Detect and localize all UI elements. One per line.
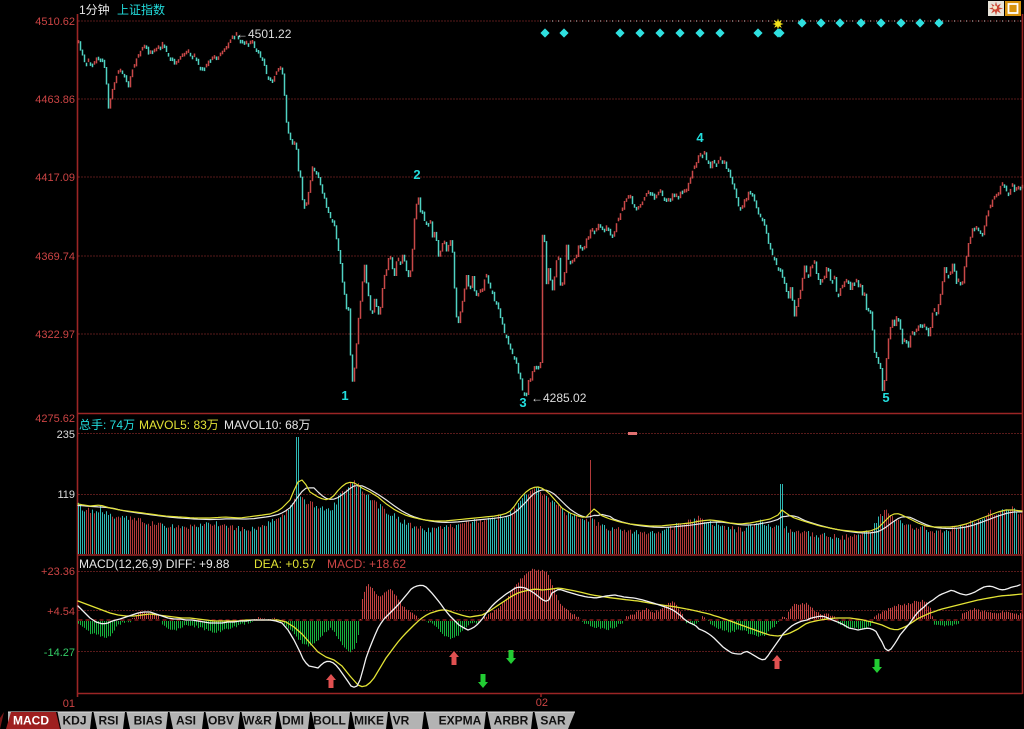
svg-text:KDJ: KDJ bbox=[62, 714, 86, 728]
svg-text:5: 5 bbox=[882, 390, 889, 405]
svg-text:总手: 74万: 总手: 74万 bbox=[79, 418, 135, 432]
svg-text:4275.62: 4275.62 bbox=[35, 413, 75, 425]
svg-text:MACD: MACD bbox=[13, 714, 49, 728]
svg-text:VR: VR bbox=[393, 714, 410, 728]
svg-text:EXPMA: EXPMA bbox=[439, 714, 482, 728]
svg-text:MAVOL10: 68万: MAVOL10: 68万 bbox=[224, 418, 311, 432]
svg-text:MACD: +18.62: MACD: +18.62 bbox=[327, 557, 406, 571]
svg-text:SAR: SAR bbox=[540, 714, 566, 728]
svg-text:01: 01 bbox=[63, 698, 75, 710]
svg-text:OBV: OBV bbox=[208, 714, 234, 728]
svg-text:MACD(12,26,9) DIFF: +9.88: MACD(12,26,9) DIFF: +9.88 bbox=[79, 557, 230, 571]
svg-text:上证指数: 上证指数 bbox=[117, 2, 165, 17]
svg-text:BOLL: BOLL bbox=[313, 714, 346, 728]
svg-text:4417.09: 4417.09 bbox=[35, 172, 75, 184]
svg-text:02: 02 bbox=[536, 697, 548, 709]
svg-text:4510.62: 4510.62 bbox=[35, 16, 75, 28]
svg-text:←4501.22: ←4501.22 bbox=[236, 27, 292, 41]
svg-text:DMI: DMI bbox=[282, 714, 304, 728]
svg-text:+4.54: +4.54 bbox=[47, 606, 75, 618]
svg-text:ASI: ASI bbox=[176, 714, 196, 728]
svg-text:MIKE: MIKE bbox=[354, 714, 384, 728]
svg-text:4369.74: 4369.74 bbox=[35, 251, 75, 263]
svg-text:DEA: +0.57: DEA: +0.57 bbox=[254, 557, 316, 571]
svg-text:W&R: W&R bbox=[243, 714, 272, 728]
svg-text:119: 119 bbox=[57, 489, 75, 501]
svg-text:4463.86: 4463.86 bbox=[35, 94, 75, 106]
svg-text:235: 235 bbox=[57, 429, 75, 441]
svg-text:3: 3 bbox=[519, 395, 526, 410]
svg-text:RSI: RSI bbox=[98, 714, 118, 728]
svg-text:BIAS: BIAS bbox=[134, 714, 163, 728]
svg-text:1分钟: 1分钟 bbox=[79, 2, 110, 17]
svg-text:4: 4 bbox=[696, 130, 704, 145]
svg-text:4322.97: 4322.97 bbox=[35, 329, 75, 341]
svg-text:-14.27: -14.27 bbox=[44, 647, 75, 659]
svg-text:+23.36: +23.36 bbox=[41, 566, 75, 578]
svg-text:←4285.02: ←4285.02 bbox=[531, 391, 587, 405]
svg-text:MAVOL5: 83万: MAVOL5: 83万 bbox=[139, 418, 219, 432]
svg-text:1: 1 bbox=[341, 388, 348, 403]
svg-text:2: 2 bbox=[413, 167, 420, 182]
svg-text:ARBR: ARBR bbox=[494, 714, 529, 728]
